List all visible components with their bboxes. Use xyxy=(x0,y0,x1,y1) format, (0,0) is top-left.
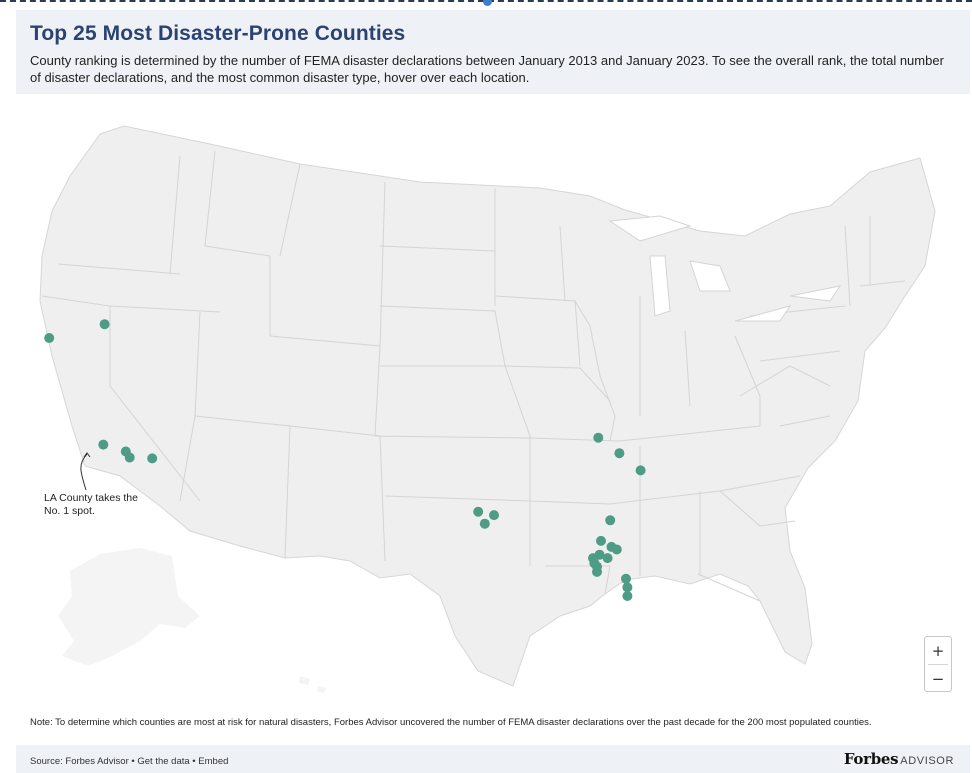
separator: • xyxy=(189,756,199,767)
map-svg: Northern California (Humboldt area) North… xyxy=(39,125,936,693)
county-marker[interactable]: Riverside County area, CA xyxy=(147,453,158,464)
county-marker[interactable]: Coastal South Carolina xyxy=(635,465,646,476)
resize-handle[interactable] xyxy=(483,0,492,6)
county-marker[interactable]: Northern Nevada / Reno area xyxy=(99,319,110,330)
zoom-control: + − xyxy=(924,636,952,692)
county-marker[interactable]: Central South Carolina xyxy=(614,448,625,459)
county-marker[interactable]: Orange County area, CA xyxy=(124,452,135,463)
county-marker[interactable]: Polk County area, FL xyxy=(602,553,613,564)
brand-name: Forbes xyxy=(843,750,899,768)
header: Top 25 Most Disaster-Prone Counties Coun… xyxy=(16,10,970,94)
source-line: Source: Forbes Advisor • Get the data • … xyxy=(30,756,228,767)
source-link[interactable]: Forbes Advisor xyxy=(65,756,129,767)
county-marker[interactable]: Pinellas area, FL xyxy=(588,553,598,564)
state-borders xyxy=(41,150,906,602)
brand-suffix: ADVISOR xyxy=(900,755,954,767)
county-marker[interactable]: Upstate South Carolina xyxy=(593,432,604,443)
county-marker[interactable]: Broward area, FL xyxy=(622,582,633,593)
footnote: Note: To determine which counties are mo… xyxy=(30,717,872,728)
zoom-out-button[interactable]: − xyxy=(925,665,951,692)
embed-link[interactable]: Embed xyxy=(198,756,229,767)
great-lakes xyxy=(608,215,842,322)
annotation-arrowhead xyxy=(83,452,91,458)
get-data-link[interactable]: Get the data xyxy=(137,756,190,767)
marker-layer: Northern California (Humboldt area) North… xyxy=(44,319,646,601)
county-marker[interactable]: Southeast Louisiana xyxy=(489,510,499,521)
map-annotation: LA County takes the No. 1 spot. xyxy=(44,492,138,517)
page-subtitle: County ranking is determined by the numb… xyxy=(30,53,944,85)
county-marker[interactable]: Palm Beach area, FL xyxy=(621,573,631,584)
zoom-in-button[interactable]: + xyxy=(925,637,951,664)
county-marker[interactable]: Northern California (Humboldt area) xyxy=(44,333,55,343)
county-marker[interactable]: South Louisiana xyxy=(479,518,490,529)
source-label: Source: xyxy=(30,756,66,767)
hawaii-shape xyxy=(299,676,326,693)
county-marker[interactable]: Northeast Florida xyxy=(605,515,616,526)
county-marker[interactable]: Santa Barbara area, CA xyxy=(98,439,109,450)
forbes-advisor-logo: Forbes ADVISOR xyxy=(844,750,954,769)
county-marker[interactable]: Southwest Louisiana xyxy=(473,506,484,517)
county-marker[interactable]: East-central Florida xyxy=(611,544,622,555)
annotation-arrow xyxy=(80,453,88,491)
footer: Source: Forbes Advisor • Get the data • … xyxy=(16,745,970,773)
us-map[interactable]: Northern California (Humboldt area) North… xyxy=(0,96,972,706)
county-marker[interactable]: Central Florida (north) xyxy=(596,535,606,546)
county-marker[interactable]: Miami-Dade area, FL xyxy=(622,591,633,601)
zoom-divider xyxy=(928,664,948,665)
separator: • xyxy=(128,756,138,767)
alaska-shape xyxy=(58,548,200,666)
county-marker[interactable]: Manatee area, FL xyxy=(592,566,602,577)
page-title: Top 25 Most Disaster-Prone Counties xyxy=(30,22,406,45)
